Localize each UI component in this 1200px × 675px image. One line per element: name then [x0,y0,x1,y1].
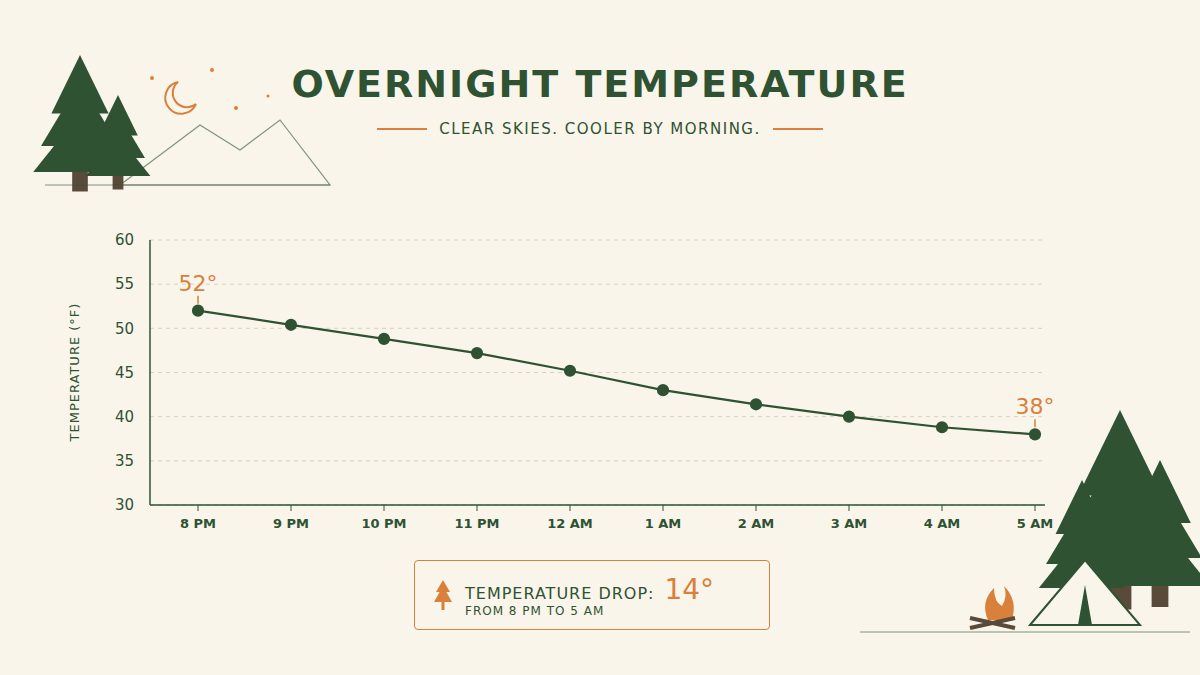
svg-text:11 PM: 11 PM [454,516,499,531]
svg-text:2 AM: 2 AM [738,516,775,531]
svg-text:8 PM: 8 PM [180,516,216,531]
html-text:TEMPERATURE DROP: 14°: TEMPERATURE DROP: 14° [465,572,715,606]
svg-text:5 AM: 5 AM [1017,516,1054,531]
html-text:FROM 8 PM TO 5 AM: FROM 8 PM TO 5 AM [465,603,605,618]
svg-text:55: 55 [115,275,134,293]
svg-text:52°: 52° [179,271,218,296]
svg-text:40: 40 [115,408,134,426]
html-text:CLEAR SKIES. COOLER BY MORNING: CLEAR SKIES. COOLER BY MORNING. [439,120,761,138]
svg-text:50: 50 [115,320,134,338]
svg-text:1 AM: 1 AM [645,516,682,531]
svg-text:9 PM: 9 PM [273,516,309,531]
svg-text:4 AM: 4 AM [924,516,961,531]
svg-text:35: 35 [115,452,134,470]
svg-text:38°: 38° [1016,394,1055,419]
svg-text:60: 60 [115,231,134,249]
svg-text:45: 45 [115,364,134,382]
html-text:OVERNIGHT TEMPERATURE: OVERNIGHT TEMPERATURE [291,62,909,106]
html-text:TEMPERATURE (°F): TEMPERATURE (°F) [66,302,82,442]
svg-text:10 PM: 10 PM [361,516,406,531]
svg-text:30: 30 [115,496,134,514]
svg-text:12 AM: 12 AM [547,516,593,531]
svg-text:3 AM: 3 AM [831,516,868,531]
